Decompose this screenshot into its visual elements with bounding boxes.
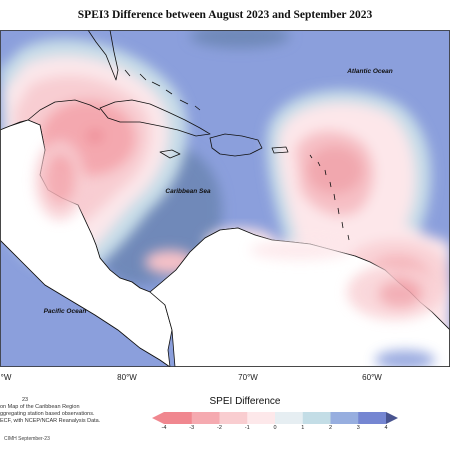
credit-text: CIMH September-23 bbox=[4, 436, 50, 442]
note-line-4: ECF, with NCEP/NCAR Reanalysis Data. bbox=[0, 418, 101, 424]
atlantic-ocean-label: Atlantic Ocean bbox=[346, 68, 393, 75]
note-line-2: on Map of the Caribbean Region bbox=[0, 404, 80, 410]
color-bar-tick-label: 2 bbox=[328, 425, 333, 431]
lon-label-60w: 60°W bbox=[362, 373, 382, 382]
color-bar-tick-label: -1 bbox=[244, 425, 250, 431]
pacific-ocean-label: Pacific Ocean bbox=[44, 308, 87, 315]
map-title: SPEI3 Difference between August 2023 and… bbox=[77, 9, 373, 21]
color-bar-segment bbox=[358, 412, 387, 424]
lon-label-70w: 70°W bbox=[238, 373, 258, 382]
color-bar-segment bbox=[330, 412, 359, 424]
color-bar-segment bbox=[164, 412, 193, 424]
color-bar-tick-label: -4 bbox=[161, 425, 167, 431]
color-bar-tick-label: 4 bbox=[384, 425, 388, 431]
color-bar-segment bbox=[302, 412, 331, 424]
color-bar-tick-label: -3 bbox=[189, 425, 195, 431]
land-anomaly bbox=[35, 140, 443, 367]
color-bar-segments bbox=[152, 412, 398, 424]
note-line-1: 23 bbox=[22, 397, 29, 403]
color-bar-arrow-low bbox=[152, 412, 164, 424]
color-bar-tick-label: 1 bbox=[301, 425, 305, 431]
legend-title: SPEI Difference bbox=[209, 396, 281, 407]
jamaica bbox=[159, 149, 181, 159]
puerto-rico bbox=[271, 146, 289, 154]
color-bar bbox=[152, 412, 398, 424]
hispaniola bbox=[209, 133, 263, 157]
color-bar-arrow-high bbox=[386, 412, 398, 424]
cuba bbox=[99, 99, 211, 137]
color-bar-tick-label: 3 bbox=[356, 425, 360, 431]
lesser-antilles bbox=[309, 154, 350, 241]
map-notes: 23 on Map of the Caribbean Region ggrega… bbox=[0, 397, 100, 425]
spei-map: Atlantic Ocean Caribbean Sea Pacific Oce… bbox=[0, 30, 450, 367]
color-bar-tick-label: -2 bbox=[217, 425, 222, 431]
note-line-3: ggregating station based observations. bbox=[0, 411, 95, 417]
lon-label-west-edge: °W bbox=[0, 373, 12, 382]
caribbean-sea-label: Caribbean Sea bbox=[165, 188, 211, 195]
color-bar-segment bbox=[275, 412, 304, 424]
south-america-land bbox=[149, 227, 450, 367]
color-bar-tick-label: 0 bbox=[273, 425, 277, 431]
color-bar-segment bbox=[219, 412, 248, 424]
color-bar-segment bbox=[191, 412, 220, 424]
florida bbox=[87, 30, 119, 81]
color-bar-segment bbox=[247, 412, 276, 424]
lon-label-80w: 80°W bbox=[117, 373, 137, 382]
bahamas bbox=[124, 69, 201, 111]
